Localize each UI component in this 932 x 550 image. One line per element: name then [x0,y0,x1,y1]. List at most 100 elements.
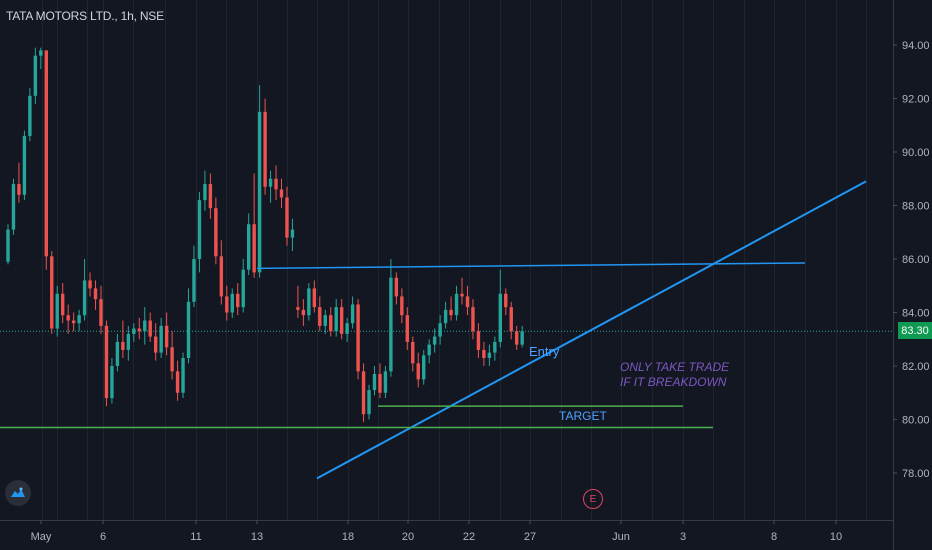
candle [104,325,109,399]
x-tick-label: 10 [830,531,842,543]
candle [274,178,278,190]
candle [44,50,48,257]
candle [153,336,158,353]
candle [329,315,333,332]
candle [339,307,344,334]
target-annotation: TARGET [559,409,607,423]
candle [192,259,196,302]
candle [252,224,256,273]
candle [246,224,251,270]
candle [520,331,524,345]
candle [11,184,16,230]
candle [460,293,464,297]
y-tick-label: 78.00 [902,468,930,480]
tradingview-logo-icon[interactable] [5,480,31,506]
candle [230,293,234,313]
candle [394,277,399,297]
candle [143,320,147,332]
candle [263,111,267,187]
candle [55,293,59,329]
candle [312,288,317,308]
x-tick-label: 6 [100,531,106,543]
entry-annotation: Entry [529,344,560,359]
candle [307,288,311,316]
candle [400,296,404,316]
candle [66,315,70,321]
resistance-line[interactable] [256,262,806,270]
symbol-title: TATA MOTORS LTD., 1h, NSE [6,9,164,23]
candle [236,293,240,308]
candle [405,315,410,342]
candle [504,293,508,308]
x-tick-label: 18 [342,531,354,543]
x-tick-label: Jun [612,531,630,543]
candle [290,229,295,238]
candle [449,309,453,316]
trendline[interactable] [316,180,867,480]
candle [77,315,81,324]
candle [214,208,218,257]
candle [296,307,300,310]
candle [121,341,125,350]
candle [498,293,502,342]
candle [39,50,43,56]
x-tick-label: 8 [771,531,777,543]
candle [181,357,185,393]
candle [509,307,513,332]
candle [345,323,349,334]
candle [257,111,262,273]
candle [454,293,459,316]
candle [137,328,141,332]
candle [372,374,377,391]
y-tick-label: 84.00 [902,308,930,320]
candle [334,307,338,332]
candle [476,331,481,350]
trade-note-line-1: ONLY TAKE TRADE [620,360,730,374]
x-tick-label: 27 [524,531,536,543]
candle [17,184,21,195]
x-tick-label: 22 [463,531,475,543]
candle [197,200,202,259]
candle [515,331,519,345]
candle [175,371,180,393]
earnings-badge[interactable]: E [583,489,603,509]
candle [268,178,273,187]
candle [93,288,98,300]
candle [186,301,191,358]
candle [482,349,486,358]
candle [164,325,169,348]
candle [422,355,426,380]
candle [279,189,284,198]
y-tick-label: 82.00 [902,361,930,373]
candle [411,341,415,364]
candle [241,269,245,308]
candle [493,341,497,353]
y-tick-label: 90.00 [902,147,930,159]
candle [82,280,87,316]
last-price-label: 83.30 [898,322,932,339]
candle [301,309,306,316]
candle [6,229,10,262]
candle [115,341,120,366]
candle [50,256,54,329]
candle [416,363,420,380]
candle [22,135,27,195]
candle [28,95,32,136]
candle [148,320,152,337]
candle [465,296,470,308]
candle [350,304,355,324]
y-tick-label: 94.00 [902,40,930,52]
y-tick-label: 86.00 [902,254,930,266]
y-tick-label: 88.00 [902,201,930,213]
candle [471,307,475,332]
y-tick-label: 80.00 [902,415,930,427]
candle [443,309,448,324]
x-tick-label: 13 [251,531,263,543]
candle [438,323,442,337]
trade-note-line-2: IF IT BREAKDOWN [620,375,727,389]
candle [318,307,322,326]
x-tick-label: 3 [680,531,686,543]
y-tick-label: 92.00 [902,94,930,106]
